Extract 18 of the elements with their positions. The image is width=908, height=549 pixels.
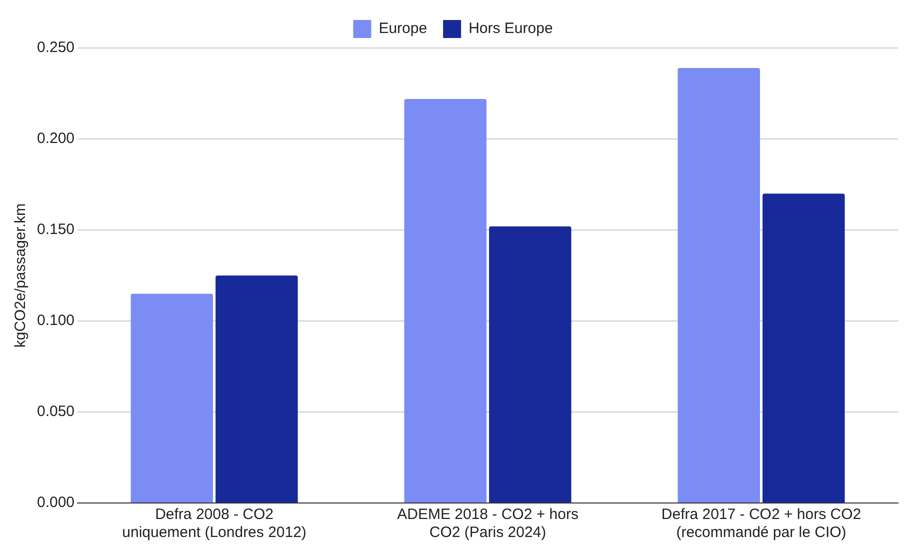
y-tick-label: 0.000 [36, 494, 75, 512]
legend-label: Hors Europe [468, 20, 553, 38]
bar [489, 226, 572, 502]
y-tick-label: 0.100 [36, 312, 75, 330]
x-tick-label: Defra 2017 - CO2 + hors CO2 (recommandé par le CIO) [661, 506, 862, 542]
legend-label: Europe [378, 20, 428, 38]
y-tick-label: 0.250 [36, 39, 75, 56]
x-tick-label: Defra 2008 - CO2 uniquement (Londres 2012) [122, 506, 306, 542]
bar [130, 294, 214, 502]
bar [678, 68, 760, 502]
bar [216, 276, 298, 502]
x-tick-label: ADEME 2018 - CO2 + hors CO2 (Paris 2024) [397, 506, 578, 542]
y-axis-title: kgCO2e/passager.km [12, 203, 30, 348]
y-tick-label: 0.050 [36, 403, 75, 420]
bar [762, 194, 845, 502]
y-tick-label: 0.200 [36, 130, 75, 148]
y-tick-label: 0.150 [36, 221, 75, 238]
bar [404, 98, 486, 502]
